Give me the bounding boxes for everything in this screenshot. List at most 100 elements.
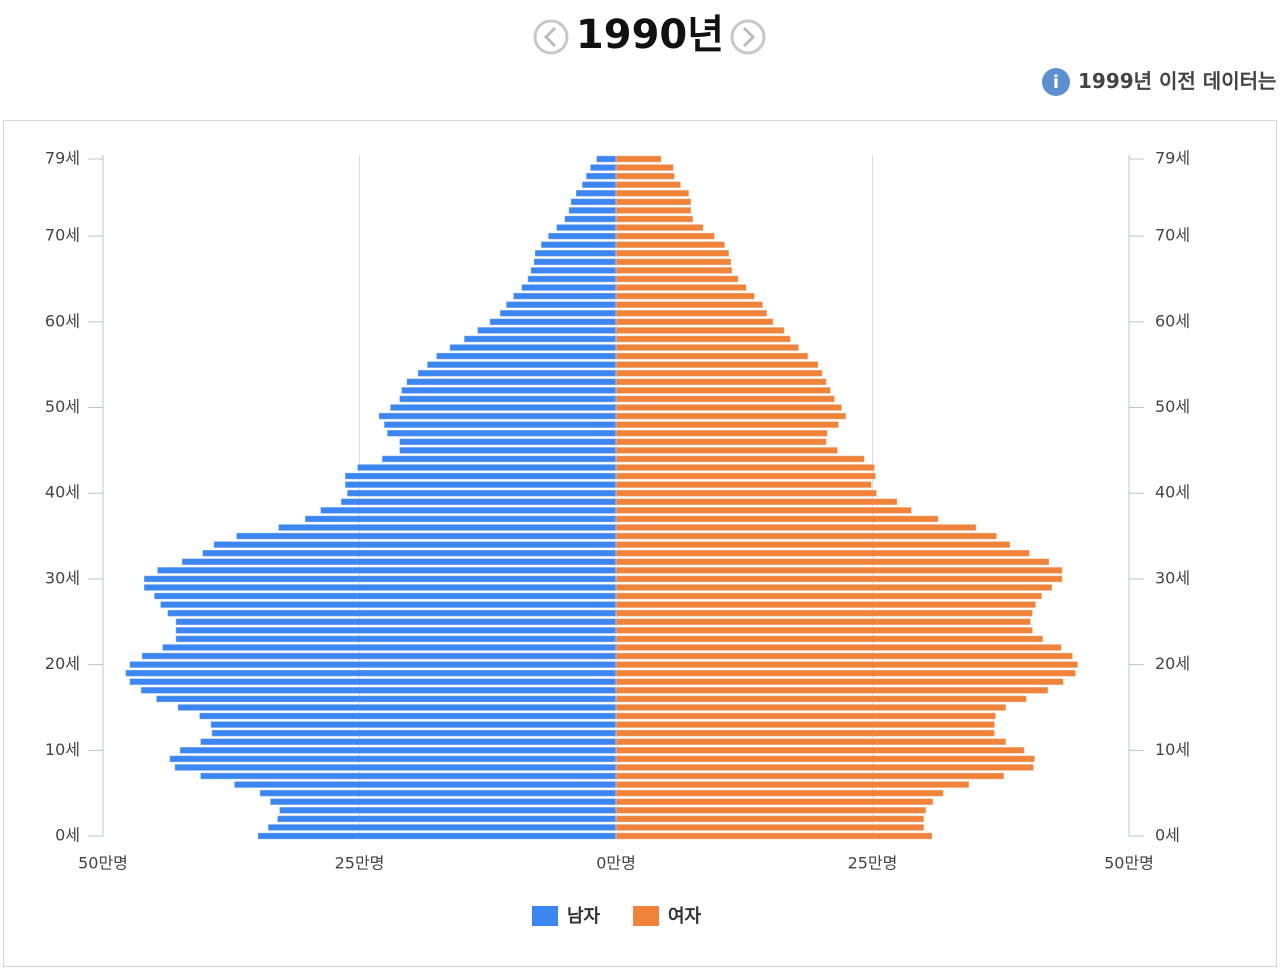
bar [426, 360, 617, 369]
bar [596, 155, 617, 163]
bar [615, 635, 1044, 643]
bar [235, 532, 617, 540]
bar [615, 266, 733, 275]
bar [615, 669, 1077, 677]
bar [615, 549, 1030, 557]
x-tick-label: 50만명 [1104, 854, 1154, 873]
bar [615, 395, 836, 403]
bar [615, 232, 715, 240]
bar [615, 678, 1064, 686]
bar [564, 215, 617, 223]
bar [162, 643, 617, 652]
bar [615, 712, 997, 720]
bar [615, 609, 1034, 617]
bar [615, 300, 764, 309]
bar [615, 240, 726, 249]
bar [589, 163, 617, 172]
bar [547, 232, 617, 240]
bar [615, 806, 927, 814]
bar [199, 772, 617, 780]
bar [615, 198, 692, 206]
bar [167, 609, 617, 617]
bar [615, 823, 925, 832]
info-icon-text: i [1053, 72, 1059, 93]
bar [210, 720, 617, 729]
bar [143, 575, 617, 583]
bar [615, 772, 1005, 780]
legend-swatch [532, 906, 558, 926]
bar [383, 420, 617, 429]
bar [615, 403, 843, 412]
bar [615, 258, 732, 266]
bar [399, 446, 617, 455]
bar [320, 506, 617, 515]
bar [615, 326, 785, 335]
bar [346, 489, 617, 497]
bar [213, 540, 617, 549]
bar [179, 746, 617, 755]
bar [615, 600, 1037, 609]
bar [169, 755, 617, 763]
bar [278, 806, 617, 814]
bar [153, 592, 617, 600]
bar [304, 515, 617, 523]
bar [129, 660, 617, 669]
bar [615, 309, 768, 317]
bar [615, 249, 730, 257]
bar [615, 789, 944, 797]
legend-label: 여자 [668, 906, 702, 927]
y-tick-label: 30세 [45, 568, 80, 587]
bar [615, 515, 939, 523]
bar [615, 215, 694, 223]
bar [399, 438, 617, 446]
bar [615, 181, 682, 189]
bar [615, 695, 1027, 703]
bar [155, 695, 617, 703]
y-tick-label: 10세 [1155, 740, 1190, 759]
bar [198, 712, 617, 720]
bar [489, 318, 617, 326]
bar [570, 198, 617, 206]
y-tick-label: 50세 [1155, 397, 1190, 416]
prev-button[interactable] [533, 19, 569, 55]
bar [615, 686, 1049, 695]
x-tick-label: 50만명 [78, 854, 128, 873]
x-tick-label: 25만명 [335, 854, 385, 873]
bar [615, 172, 675, 180]
bar [615, 540, 1011, 549]
bar [530, 266, 617, 275]
bar [129, 678, 617, 686]
bar [615, 780, 970, 789]
bar [615, 652, 1074, 660]
bar [615, 163, 674, 172]
bar [267, 823, 617, 832]
y-tick-label: 0세 [1155, 826, 1180, 845]
bar [615, 720, 996, 729]
bar [401, 386, 617, 395]
bar [615, 429, 828, 437]
bar [533, 258, 617, 266]
bar [615, 815, 925, 823]
bar [356, 463, 617, 472]
y-tick-label: 20세 [1155, 654, 1190, 673]
next-button[interactable] [730, 19, 766, 55]
y-tick-label: 10세 [45, 740, 80, 759]
y-tick-label: 20세 [45, 654, 80, 673]
bar [233, 780, 617, 789]
bar [159, 600, 617, 609]
bar [399, 395, 617, 403]
bar [615, 566, 1063, 575]
y-tick-label: 79세 [45, 149, 80, 168]
bar [615, 420, 840, 429]
y-tick-label: 60세 [45, 311, 80, 330]
bar [378, 412, 617, 420]
bar [615, 626, 1034, 635]
bar [417, 369, 617, 377]
bar [540, 240, 617, 249]
bar [175, 618, 617, 626]
bar [449, 343, 617, 352]
bar [389, 403, 617, 412]
bar [125, 669, 617, 677]
bar [615, 575, 1063, 583]
